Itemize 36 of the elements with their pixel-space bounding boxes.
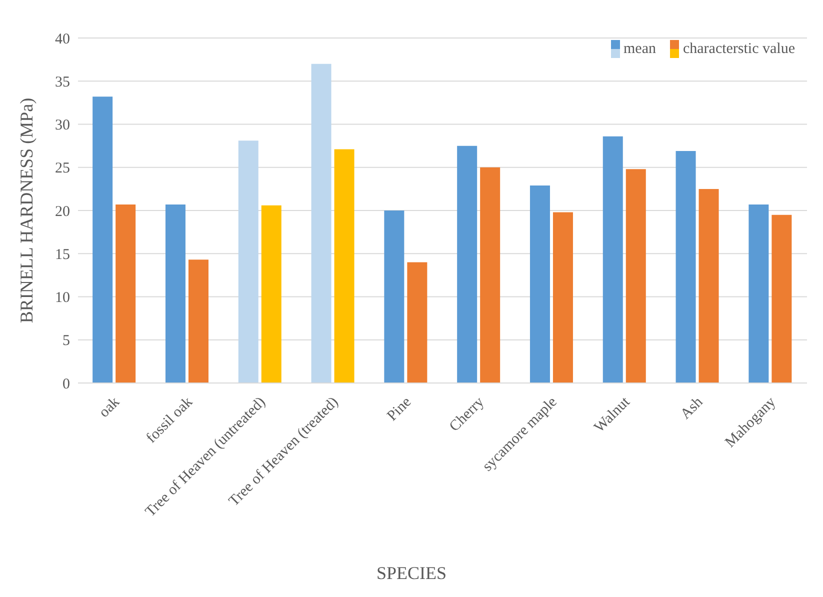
bar — [602, 136, 623, 383]
bar — [92, 96, 113, 383]
y-tick-label: 20 — [55, 204, 70, 220]
legend-label: characterstic value — [682, 40, 795, 58]
bar — [261, 205, 282, 383]
x-tick-label: oak — [96, 394, 124, 421]
bar — [457, 146, 478, 383]
bar — [407, 262, 428, 383]
x-axis-title: SPECIES — [375, 563, 448, 584]
bar — [698, 188, 719, 383]
x-tick-label: Pine — [384, 394, 415, 424]
bar — [188, 260, 208, 383]
y-tick-label: 25 — [55, 160, 70, 177]
bar — [238, 140, 258, 383]
legend-label: mean — [624, 40, 656, 58]
bar — [530, 185, 550, 383]
y-tick-label: 40 — [55, 31, 70, 48]
bar — [334, 149, 354, 383]
bar — [748, 204, 769, 383]
bar — [480, 167, 500, 383]
bar — [676, 150, 696, 383]
y-tick-label: 0 — [62, 376, 70, 392]
bar — [116, 204, 136, 383]
y-axis-title: BRINELL HARDNESS (MPa) — [16, 98, 36, 324]
y-tick-label: 10 — [55, 290, 70, 306]
bar — [311, 64, 332, 383]
bar — [552, 212, 573, 383]
y-tick-label: 5 — [62, 333, 70, 350]
bar — [772, 214, 792, 383]
y-tick-label: 35 — [55, 74, 70, 90]
bar — [626, 169, 646, 383]
bar — [384, 210, 404, 383]
bar — [165, 204, 186, 383]
y-tick-label: 15 — [55, 246, 70, 263]
x-tick-label: Ash — [678, 394, 706, 423]
y-tick-label: 30 — [55, 118, 70, 134]
